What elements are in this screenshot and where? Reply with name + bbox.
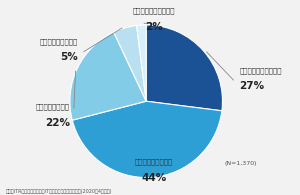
Text: 変わらないと思う: 変わらないと思う (36, 104, 70, 110)
Text: 27%: 27% (239, 81, 264, 91)
Wedge shape (136, 25, 146, 101)
Wedge shape (114, 26, 146, 101)
Text: やや減速すると思う: やや減速すると思う (39, 38, 77, 45)
Text: 44%: 44% (141, 173, 166, 183)
Text: 大いに減速すると思う: 大いに減速すると思う (133, 8, 175, 14)
Text: やや加速すると思う: やや加速すると思う (135, 159, 173, 165)
Wedge shape (70, 32, 146, 120)
Text: 出典：ITR「コロナ禍の企業IT動向に関する影響調査」(2020年4月調査): 出典：ITR「コロナ禍の企業IT動向に関する影響調査」(2020年4月調査) (6, 189, 112, 194)
Wedge shape (146, 25, 223, 111)
Text: 大いに加速すると思う: 大いに加速すると思う (239, 67, 282, 74)
Text: 2%: 2% (145, 22, 163, 32)
Text: (N=1,370): (N=1,370) (224, 161, 257, 166)
Text: 5%: 5% (60, 52, 77, 62)
Text: 22%: 22% (45, 118, 70, 128)
Wedge shape (72, 101, 222, 177)
